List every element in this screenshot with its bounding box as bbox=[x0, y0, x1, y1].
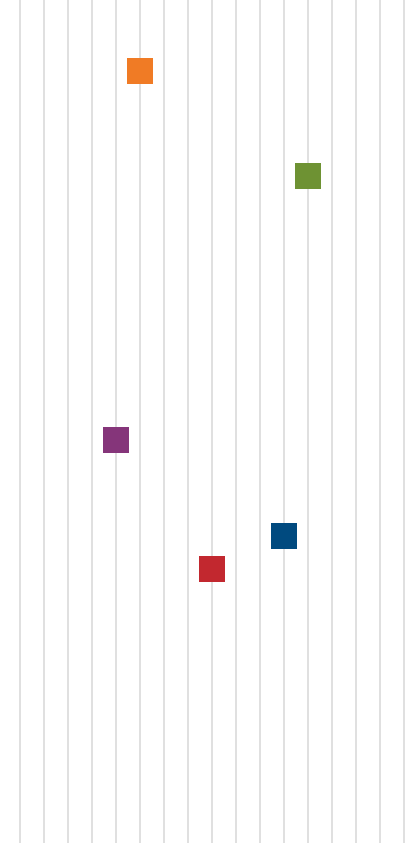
data-point bbox=[199, 556, 225, 582]
data-point bbox=[103, 427, 129, 453]
data-point bbox=[271, 523, 297, 549]
data-points bbox=[103, 58, 321, 582]
data-point bbox=[295, 163, 321, 189]
data-point bbox=[127, 58, 153, 84]
grid-lines bbox=[19, 0, 405, 843]
